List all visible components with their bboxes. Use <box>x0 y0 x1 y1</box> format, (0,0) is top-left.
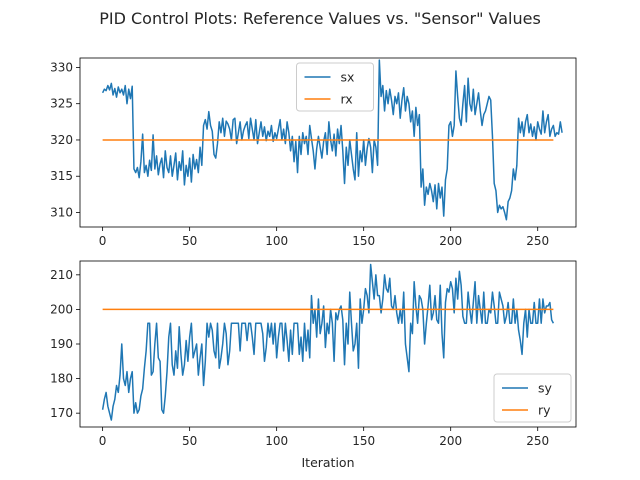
x-tick-label: 200 <box>439 434 462 448</box>
y-tick-label: 200 <box>50 302 73 316</box>
y-tick-label: 180 <box>50 372 73 386</box>
x-tick-label: 100 <box>265 234 288 248</box>
legend-label-ry: ry <box>538 403 551 418</box>
x-tick-label: 250 <box>526 234 549 248</box>
legend-label-sy: sy <box>538 381 553 396</box>
x-tick-label: 250 <box>526 434 549 448</box>
legend-box <box>493 373 572 423</box>
x-tick-label: 150 <box>352 434 375 448</box>
legend-label-sx: sx <box>341 70 355 85</box>
legend: sy ry <box>493 373 572 423</box>
y-tick-label: 190 <box>50 337 73 351</box>
y-tick-label: 310 <box>50 205 73 219</box>
x-tick-label: 0 <box>99 234 107 248</box>
y-tick-label: 330 <box>50 60 73 74</box>
series-line-sy <box>101 263 555 421</box>
y-tick-label: 325 <box>50 97 73 111</box>
series-line-sx <box>101 59 563 221</box>
y-tick-label: 170 <box>50 406 73 420</box>
axes-frame <box>79 260 577 428</box>
subplot-top: 0 50 100 150 200 250 310 315 320 325 330 sx rx <box>50 57 577 248</box>
x-tick-label: 150 <box>352 234 375 248</box>
y-tick-label: 210 <box>50 268 73 282</box>
x-tick-label: 100 <box>265 434 288 448</box>
axes-frame <box>79 57 577 228</box>
chart-title: PID Control Plots: Reference Values vs. … <box>99 9 541 28</box>
x-axis-label: Iteration <box>301 455 354 470</box>
y-tick-label: 315 <box>50 169 73 183</box>
x-tick-label: 200 <box>439 234 462 248</box>
subplot-bottom: 0 50 100 150 200 250 170 180 190 200 210 sy ry <box>50 260 577 448</box>
legend-box <box>296 62 374 112</box>
y-tick-label: 320 <box>50 133 73 147</box>
x-tick-label: 50 <box>182 234 197 248</box>
x-tick-label: 50 <box>182 434 197 448</box>
x-tick-label: 0 <box>99 434 107 448</box>
legend-label-rx: rx <box>341 92 353 107</box>
legend: sx rx <box>296 62 374 112</box>
